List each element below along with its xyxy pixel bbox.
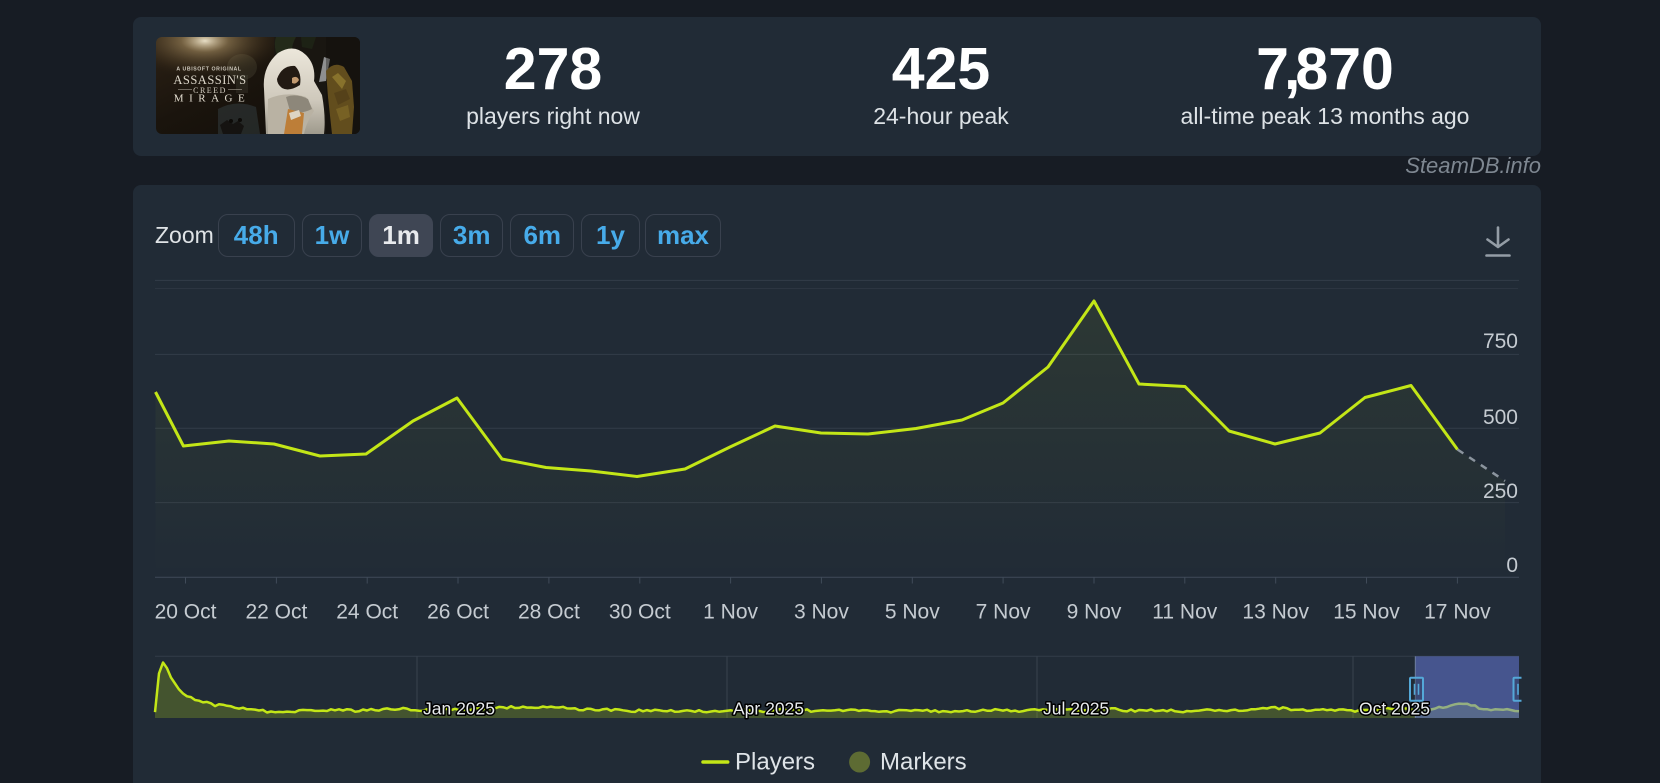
svg-text:1 Nov: 1 Nov bbox=[703, 601, 758, 624]
svg-text:Jul 2025: Jul 2025 bbox=[1043, 699, 1109, 719]
svg-text:Oct 2025: Oct 2025 bbox=[1359, 699, 1430, 719]
svg-text:Apr 2025: Apr 2025 bbox=[733, 699, 804, 719]
svg-text:15 Nov: 15 Nov bbox=[1333, 601, 1400, 624]
svg-text:24 Oct: 24 Oct bbox=[336, 601, 398, 624]
svg-text:26 Oct: 26 Oct bbox=[427, 601, 489, 624]
svg-text:Players: Players bbox=[735, 749, 815, 776]
svg-text:30 Oct: 30 Oct bbox=[609, 601, 671, 624]
svg-text:0: 0 bbox=[1506, 554, 1518, 577]
svg-text:17 Nov: 17 Nov bbox=[1424, 601, 1491, 624]
svg-text:9 Nov: 9 Nov bbox=[1067, 601, 1122, 624]
svg-text:20 Oct: 20 Oct bbox=[155, 601, 217, 624]
svg-text:3 Nov: 3 Nov bbox=[794, 601, 849, 624]
svg-text:13 Nov: 13 Nov bbox=[1242, 601, 1309, 624]
svg-text:ASSASSIN'S: ASSASSIN'S bbox=[173, 73, 246, 87]
svg-text:250: 250 bbox=[1483, 480, 1518, 503]
svg-text:A UBISOFT ORIGINAL: A UBISOFT ORIGINAL bbox=[176, 67, 242, 73]
svg-text:28 Oct: 28 Oct bbox=[518, 601, 580, 624]
svg-text:22 Oct: 22 Oct bbox=[245, 601, 307, 624]
svg-text:CREED: CREED bbox=[193, 86, 227, 95]
svg-text:5 Nov: 5 Nov bbox=[885, 601, 940, 624]
svg-text:7 Nov: 7 Nov bbox=[976, 601, 1031, 624]
svg-text:750: 750 bbox=[1483, 330, 1518, 353]
svg-text:MIRAGE: MIRAGE bbox=[174, 93, 250, 105]
svg-text:Markers: Markers bbox=[880, 749, 967, 776]
svg-text:Jan 2025: Jan 2025 bbox=[423, 699, 495, 719]
svg-text:500: 500 bbox=[1483, 406, 1518, 429]
svg-text:11 Nov: 11 Nov bbox=[1152, 601, 1217, 624]
